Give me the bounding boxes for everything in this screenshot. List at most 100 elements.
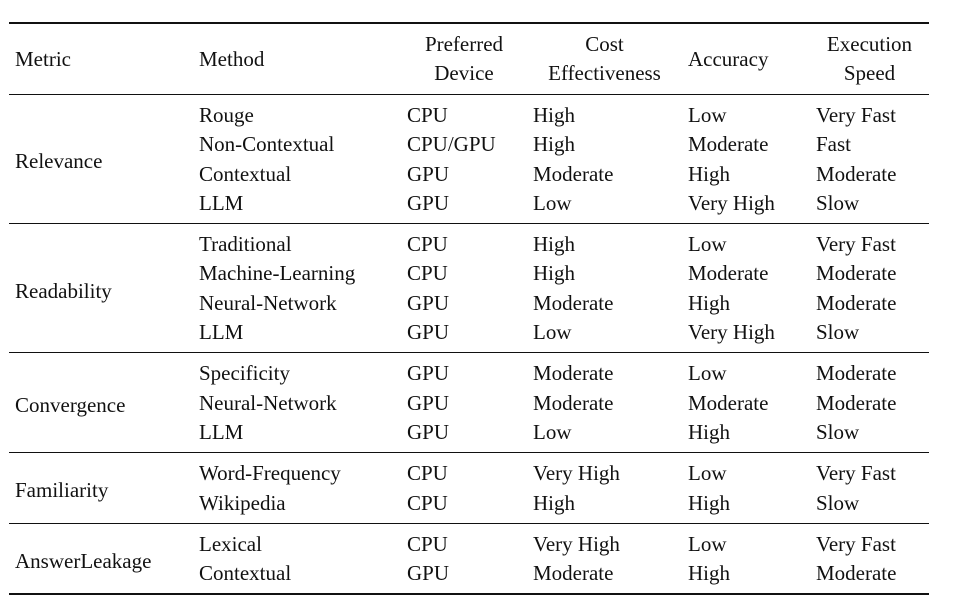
cost-effectiveness-cell: High (533, 103, 575, 127)
method-cell: Non-Contextual (199, 132, 335, 157)
metric-group: AnswerLeakage Lexical CPU Very High Low Very … (9, 523, 929, 596)
table-row: LLM GPU Low Very High Slow (9, 318, 929, 354)
accuracy-cell: High (682, 488, 810, 524)
execution-speed-cell: Fast (816, 132, 852, 157)
method-cell: Neural-Network (199, 390, 337, 415)
accuracy-cell: High (682, 559, 810, 596)
accuracy-cell: Very High (682, 318, 810, 354)
preferred-device-cell: CPU (401, 488, 527, 524)
header-preferred-device: Preferred Device (401, 22, 527, 95)
preferred-device-cell: GPU (407, 361, 450, 386)
method-cell: Contextual (193, 559, 401, 596)
cost-effectiveness-cell: Very High (533, 531, 620, 556)
table-row: AnswerLeakage Lexical CPU Very High Low Very … (9, 523, 929, 596)
table-row: Readability Traditional CPU High Low Very Fas… (9, 223, 929, 354)
table-row: Neural-Network GPU Moderate High Moderate (9, 289, 929, 318)
metric-group: Familiarity Word-Frequency CPU Very High Low… (9, 452, 929, 524)
accuracy-cell: Low (688, 103, 727, 127)
table-row: Machine-Learning CPU High Moderate Moderate (9, 259, 929, 288)
execution-speed-cell: Moderate (816, 361, 897, 386)
execution-speed-cell: Slow (810, 417, 929, 454)
header-metric: Metric (9, 22, 193, 95)
execution-speed-cell: Moderate (816, 390, 897, 415)
table-row: Neural-Network GPU Moderate Moderate Moderat… (9, 389, 929, 418)
accuracy-cell: Very High (682, 188, 810, 225)
header-preferred-device-line1: Preferred (424, 32, 504, 56)
execution-speed-cell: Very Fast (816, 531, 896, 556)
method-cell: Rouge (199, 103, 254, 127)
table-row: Relevance Rouge CPU High Low Very Fast (9, 94, 929, 225)
preferred-device-cell: GPU (407, 161, 450, 186)
preferred-device-cell: CPU (407, 103, 448, 127)
accuracy-cell: High (688, 290, 730, 315)
accuracy-cell: Moderate (688, 261, 769, 286)
method-cell: Word-Frequency (199, 461, 341, 486)
method-cell: Neural-Network (199, 290, 337, 315)
header-accuracy: Accuracy (682, 22, 810, 95)
table-row: Non-Contextual CPU/GPU High Moderate Fast (9, 130, 929, 159)
preferred-device-cell: GPU (401, 318, 527, 354)
execution-speed-cell: Slow (810, 318, 929, 354)
preferred-device-cell: GPU (401, 559, 527, 596)
execution-speed-cell: Slow (810, 188, 929, 225)
preferred-device-cell: GPU (407, 390, 450, 415)
table-row: Convergence Specificity GPU Moderate Low Mode… (9, 352, 929, 454)
preferred-device-cell: CPU (407, 232, 448, 257)
preferred-device-cell: CPU/GPU (407, 132, 496, 157)
header-cost-effectiveness: Cost Effectiveness (527, 22, 682, 95)
preferred-device-cell: CPU (407, 261, 448, 286)
metric-cell: AnswerLeakage (9, 523, 193, 596)
table-header: Metric Method Preferred Device Cost Effe… (9, 22, 929, 95)
method-cell: Wikipedia (193, 488, 401, 524)
method-cell: LLM (193, 417, 401, 454)
table-row: Contextual GPU Moderate High Moderate (9, 559, 929, 596)
header-cost-effectiveness-line1: Cost (585, 32, 624, 56)
header-row: Metric Method Preferred Device Cost Effe… (9, 22, 929, 95)
cost-effectiveness-cell: Low (527, 188, 682, 225)
header-method: Method (193, 22, 401, 95)
cost-effectiveness-cell: Moderate (533, 161, 614, 186)
metric-cell: Relevance (9, 94, 193, 225)
header-preferred-device-line2: Device (434, 61, 494, 85)
execution-speed-cell: Moderate (810, 559, 929, 596)
preferred-device-cell: CPU (407, 461, 448, 486)
accuracy-cell: Moderate (688, 390, 769, 415)
cost-effectiveness-cell: Moderate (533, 361, 614, 386)
execution-speed-cell: Moderate (816, 261, 897, 286)
table-row: Contextual GPU Moderate High Moderate (9, 160, 929, 189)
method-cell: Contextual (199, 161, 292, 186)
accuracy-cell: High (688, 161, 730, 186)
method-cell: Lexical (199, 531, 262, 556)
method-cell: LLM (193, 318, 401, 354)
metric-group: Relevance Rouge CPU High Low Very Fast Non-Con… (9, 94, 929, 225)
comparison-table-container: Metric Method Preferred Device Cost Effe… (9, 22, 929, 596)
cost-effectiveness-cell: High (533, 232, 575, 257)
preferred-device-cell: GPU (407, 290, 450, 315)
metrics-comparison-table: Metric Method Preferred Device Cost Effe… (9, 22, 929, 596)
metric-group: Convergence Specificity GPU Moderate Low Mode… (9, 352, 929, 454)
method-cell: Traditional (199, 232, 292, 257)
cost-effectiveness-cell: High (533, 261, 575, 286)
accuracy-cell: Low (688, 361, 727, 386)
execution-speed-cell: Slow (810, 488, 929, 524)
cost-effectiveness-cell: High (533, 132, 575, 157)
cost-effectiveness-cell: Moderate (533, 290, 614, 315)
execution-speed-cell: Moderate (816, 161, 897, 186)
cost-effectiveness-cell: High (527, 488, 682, 524)
metric-cell: Readability (9, 223, 193, 354)
execution-speed-cell: Very Fast (816, 461, 896, 486)
metric-cell: Familiarity (9, 452, 193, 524)
accuracy-cell: Moderate (688, 132, 769, 157)
preferred-device-cell: CPU (407, 531, 448, 556)
accuracy-cell: Low (688, 232, 727, 257)
table-row: Wikipedia CPU High High Slow (9, 488, 929, 524)
cost-effectiveness-cell: Very High (533, 461, 620, 486)
execution-speed-cell: Very Fast (816, 232, 896, 257)
metric-cell: Convergence (9, 352, 193, 454)
table-row: LLM GPU Low High Slow (9, 417, 929, 454)
metric-group: Readability Traditional CPU High Low Very Fas… (9, 223, 929, 354)
table-row: LLM GPU Low Very High Slow (9, 188, 929, 225)
table-row: Familiarity Word-Frequency CPU Very High Low… (9, 452, 929, 524)
cost-effectiveness-cell: Low (527, 417, 682, 454)
execution-speed-cell: Very Fast (816, 103, 896, 127)
